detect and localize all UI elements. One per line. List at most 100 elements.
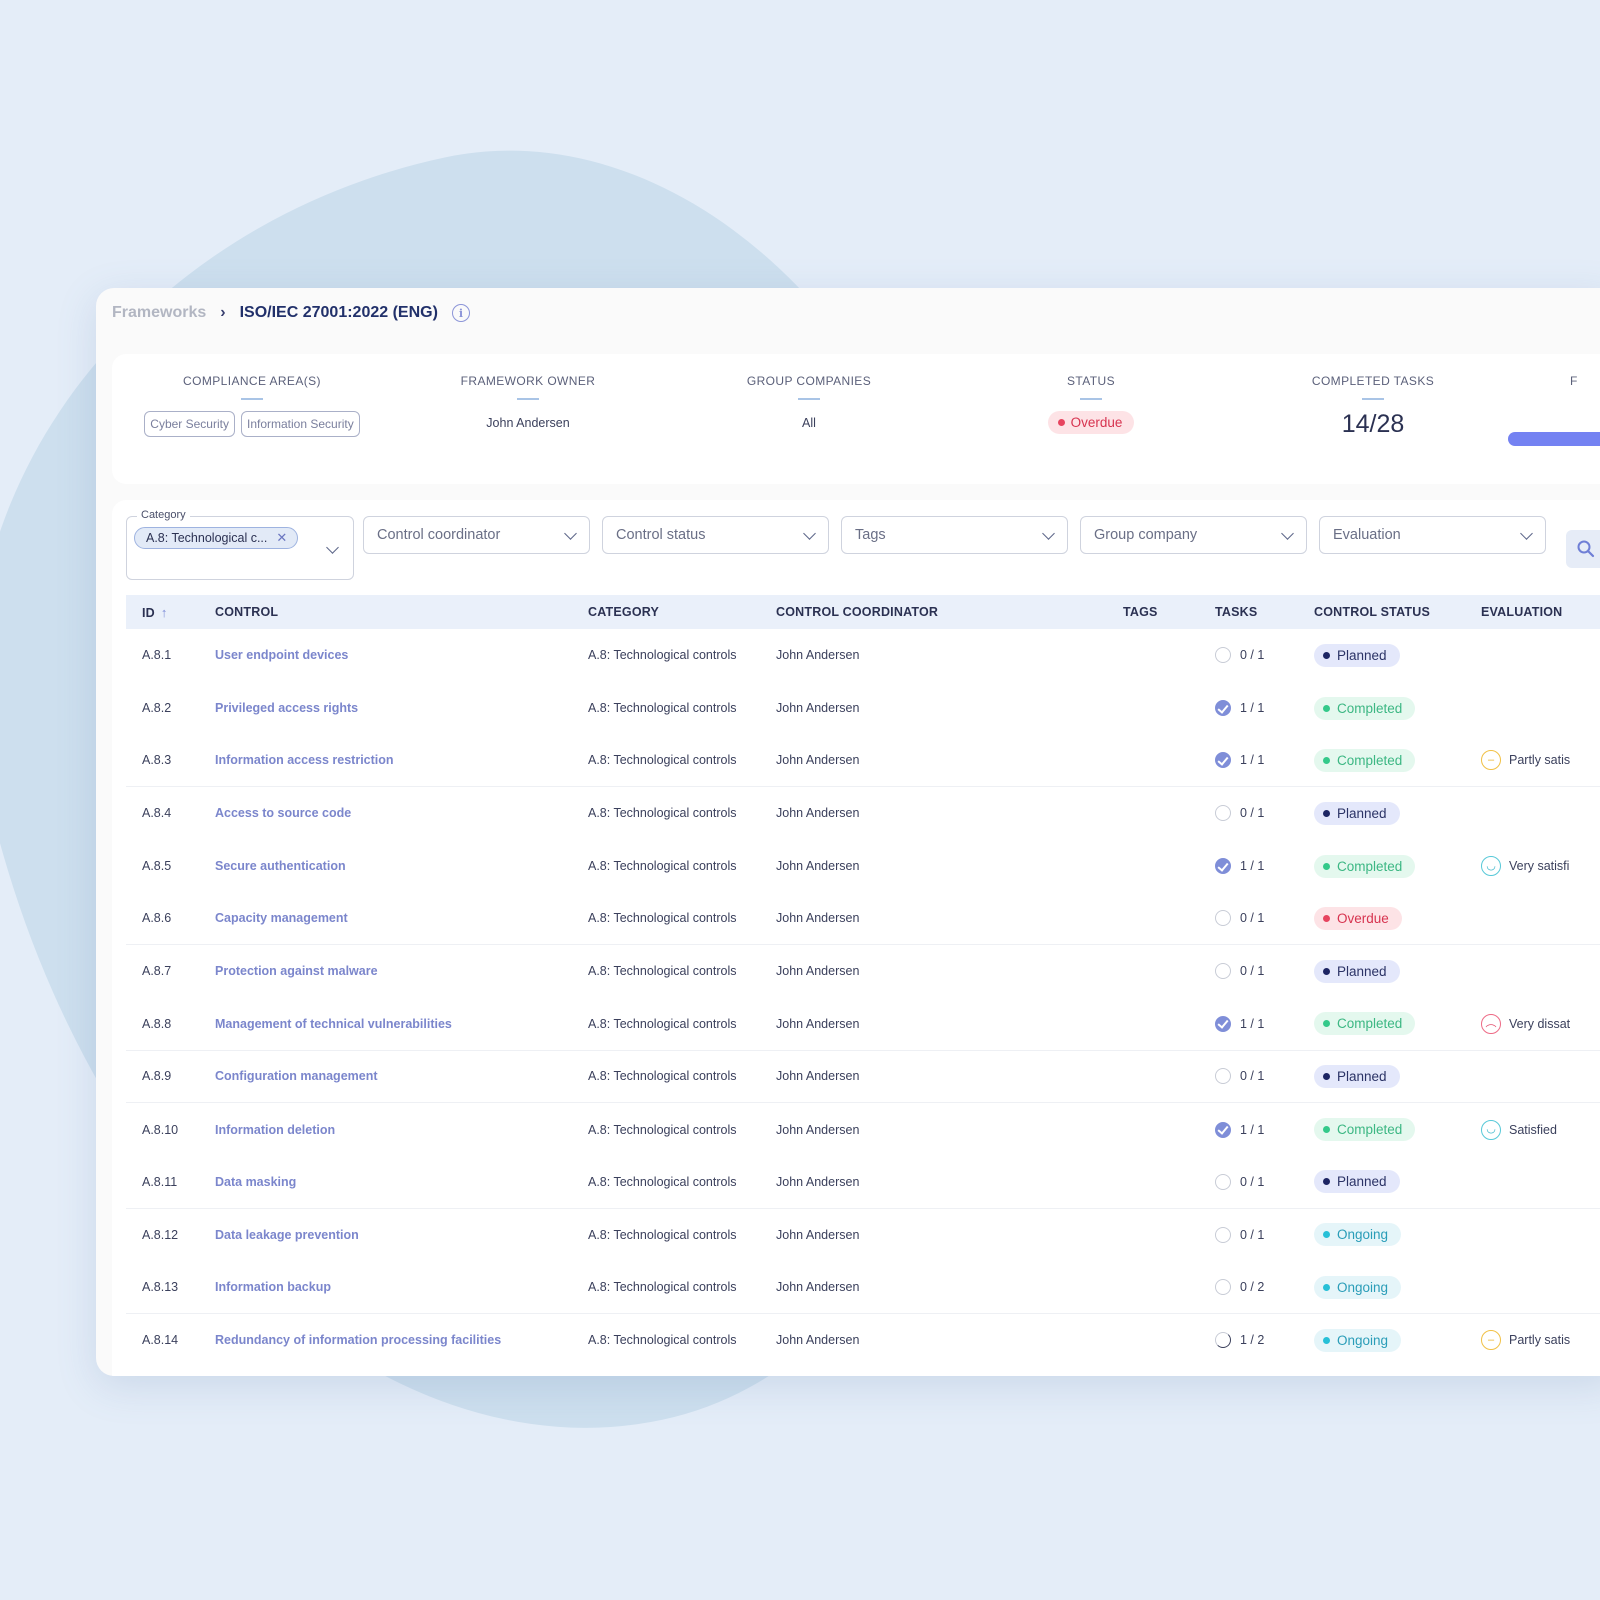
group-label: GROUP COMPANIES	[746, 374, 872, 388]
status-badge: Ongoing	[1314, 1275, 1402, 1299]
control-category: A.8: Technological controls	[588, 1122, 737, 1137]
progress-circle-icon	[1215, 1332, 1231, 1349]
control-link[interactable]: Privileged access rights	[215, 701, 359, 716]
control-link[interactable]: Information access restriction	[215, 753, 394, 768]
chevron-down-icon	[1281, 526, 1294, 540]
check-circle-icon	[1215, 752, 1231, 769]
evaluation-cell: ◡ Very satisfi	[1481, 840, 1569, 893]
check-circle-icon	[1215, 1121, 1231, 1138]
control-coordinator: John Andersen	[776, 648, 860, 663]
tasks-cell: 0 / 1	[1215, 1051, 1264, 1103]
control-link[interactable]: Protection against malware	[215, 964, 378, 979]
control-coordinator: John Andersen	[776, 1069, 860, 1084]
tasks-count: 1 / 1	[1240, 701, 1265, 716]
tasks-cell: 1 / 1	[1215, 734, 1264, 786]
info-icon[interactable]: i	[451, 304, 470, 322]
category-chip[interactable]: A.8: Technological c... ✕	[134, 527, 299, 549]
evaluation-label: Satisfied	[1509, 1122, 1557, 1137]
control-link[interactable]: Data leakage prevention	[215, 1227, 359, 1242]
check-circle-icon	[1215, 700, 1231, 717]
control-category: A.8: Technological controls	[588, 964, 737, 979]
empty-circle-icon	[1215, 1068, 1231, 1085]
breadcrumb-frameworks-link[interactable]: Frameworks	[112, 304, 207, 321]
control-category: A.8: Technological controls	[588, 648, 737, 663]
search-button[interactable]	[1566, 530, 1600, 568]
control-status-cell: Planned	[1314, 1156, 1400, 1208]
status-wrapper: Overdue	[971, 411, 1211, 434]
column-header-id[interactable]: ID ↑	[142, 605, 168, 620]
select-placeholder: Control coordinator	[377, 527, 501, 543]
check-circle-icon	[1215, 1015, 1231, 1032]
sort-ascending-icon[interactable]: ↑	[160, 605, 168, 620]
control-coordinator: John Andersen	[776, 1122, 860, 1137]
status-label: STATUS	[1067, 374, 1115, 388]
control-status-cell: Completed	[1314, 1103, 1416, 1156]
control-link[interactable]: User endpoint devices	[215, 648, 349, 663]
table-row[interactable]: A.8.14 Redundancy of information processi…	[126, 1314, 1600, 1367]
table-row[interactable]: A.8.9 Configuration management A.8: Techno…	[126, 1051, 1600, 1104]
breadcrumb: Frameworks › ISO/IEC 27001:2022 (ENG) i	[112, 304, 470, 322]
status-dot	[1323, 1072, 1330, 1080]
control-category: A.8: Technological controls	[588, 806, 737, 821]
control-id: A.8.8	[142, 1016, 172, 1031]
status-badge-label: Ongoing	[1337, 1279, 1389, 1295]
table-row[interactable]: A.8.5 Secure authentication A.8: Technolog…	[126, 840, 1600, 893]
column-header-category[interactable]: CATEGORY	[588, 605, 660, 619]
control-coordinator: John Andersen	[776, 1333, 860, 1348]
table-row[interactable]: A.8.11 Data masking A.8: Technological con…	[126, 1156, 1600, 1209]
control-link[interactable]: Information deletion	[215, 1122, 336, 1137]
control-link[interactable]: Redundancy of information processing fac…	[215, 1333, 502, 1348]
table-row[interactable]: A.8.10 Information deletion A.8: Technolog…	[126, 1103, 1600, 1156]
status-badge: Planned	[1314, 959, 1400, 983]
control-link[interactable]: Access to source code	[215, 806, 352, 821]
group-company-select[interactable]: Group company	[1080, 516, 1307, 554]
tasks-cell: 0 / 1	[1215, 787, 1264, 840]
control-link[interactable]: Information backup	[215, 1280, 331, 1295]
tasks-cell: 1 / 1	[1215, 998, 1264, 1050]
chevron-down-icon	[1520, 526, 1533, 540]
divider	[1080, 398, 1102, 400]
control-link[interactable]: Management of technical vulnerabilities	[215, 1016, 452, 1031]
control-status-cell: Overdue	[1314, 892, 1402, 944]
table-row[interactable]: A.8.2 Privileged access rights A.8: Techno…	[126, 682, 1600, 735]
table-row[interactable]: A.8.12 Data leakage prevention A.8: Techno…	[126, 1209, 1600, 1262]
evaluation-cell: – Partly satis	[1481, 734, 1570, 786]
divider	[517, 398, 539, 400]
control-coordinator: John Andersen	[776, 859, 860, 874]
status-badge-label: Completed	[1337, 1016, 1403, 1032]
table-row[interactable]: A.8.13 Information backup A.8: Technologic…	[126, 1261, 1600, 1314]
column-header-control[interactable]: CONTROL	[215, 605, 279, 619]
control-link[interactable]: Capacity management	[215, 911, 348, 926]
control-coordinator-select[interactable]: Control coordinator	[363, 516, 590, 554]
table-row[interactable]: A.8.6 Capacity management A.8: Technologic…	[126, 892, 1600, 946]
tags-select[interactable]: Tags	[841, 516, 1068, 554]
evaluation-select[interactable]: Evaluation	[1319, 516, 1546, 554]
status-dot	[1323, 1336, 1330, 1344]
table-row[interactable]: A.8.7 Protection against malware A.8: Tech…	[126, 945, 1600, 998]
progress-bar	[1508, 432, 1600, 446]
control-status-cell: Planned	[1314, 629, 1400, 682]
column-header-tasks[interactable]: TASKS	[1215, 605, 1258, 619]
column-header-evaluation[interactable]: EVALUATION	[1481, 605, 1563, 619]
chevron-down-icon	[803, 526, 816, 540]
table-row[interactable]: A.8.8 Management of technical vulnerabili…	[126, 998, 1600, 1051]
empty-circle-icon	[1215, 910, 1231, 927]
table-row[interactable]: A.8.4 Access to source code A.8: Technolog…	[126, 787, 1600, 840]
control-id: A.8.1	[142, 648, 172, 663]
close-icon[interactable]: ✕	[276, 530, 288, 545]
control-link[interactable]: Secure authentication	[215, 859, 346, 874]
column-header-coordinator[interactable]: CONTROL COORDINATOR	[776, 605, 939, 619]
column-header-control-status[interactable]: CONTROL STATUS	[1314, 605, 1430, 619]
column-header-tags[interactable]: TAGS	[1123, 605, 1158, 619]
chevron-down-icon[interactable]	[326, 541, 339, 554]
compliance-chip: Information Security	[240, 411, 360, 437]
smile-face-icon: ◡	[1481, 1119, 1501, 1140]
control-status-select[interactable]: Control status	[602, 516, 829, 554]
evaluation-label: Partly satis	[1509, 1333, 1571, 1348]
table-row[interactable]: A.8.1 User endpoint devices A.8: Technolog…	[126, 629, 1600, 682]
table-row[interactable]: A.8.3 Information access restriction A.8: …	[126, 734, 1600, 788]
control-link[interactable]: Data masking	[215, 1174, 297, 1189]
status-badge: Overdue	[1047, 411, 1135, 434]
category-filter[interactable]: Category A.8: Technological c... ✕	[126, 509, 354, 580]
control-link[interactable]: Configuration management	[215, 1069, 378, 1084]
